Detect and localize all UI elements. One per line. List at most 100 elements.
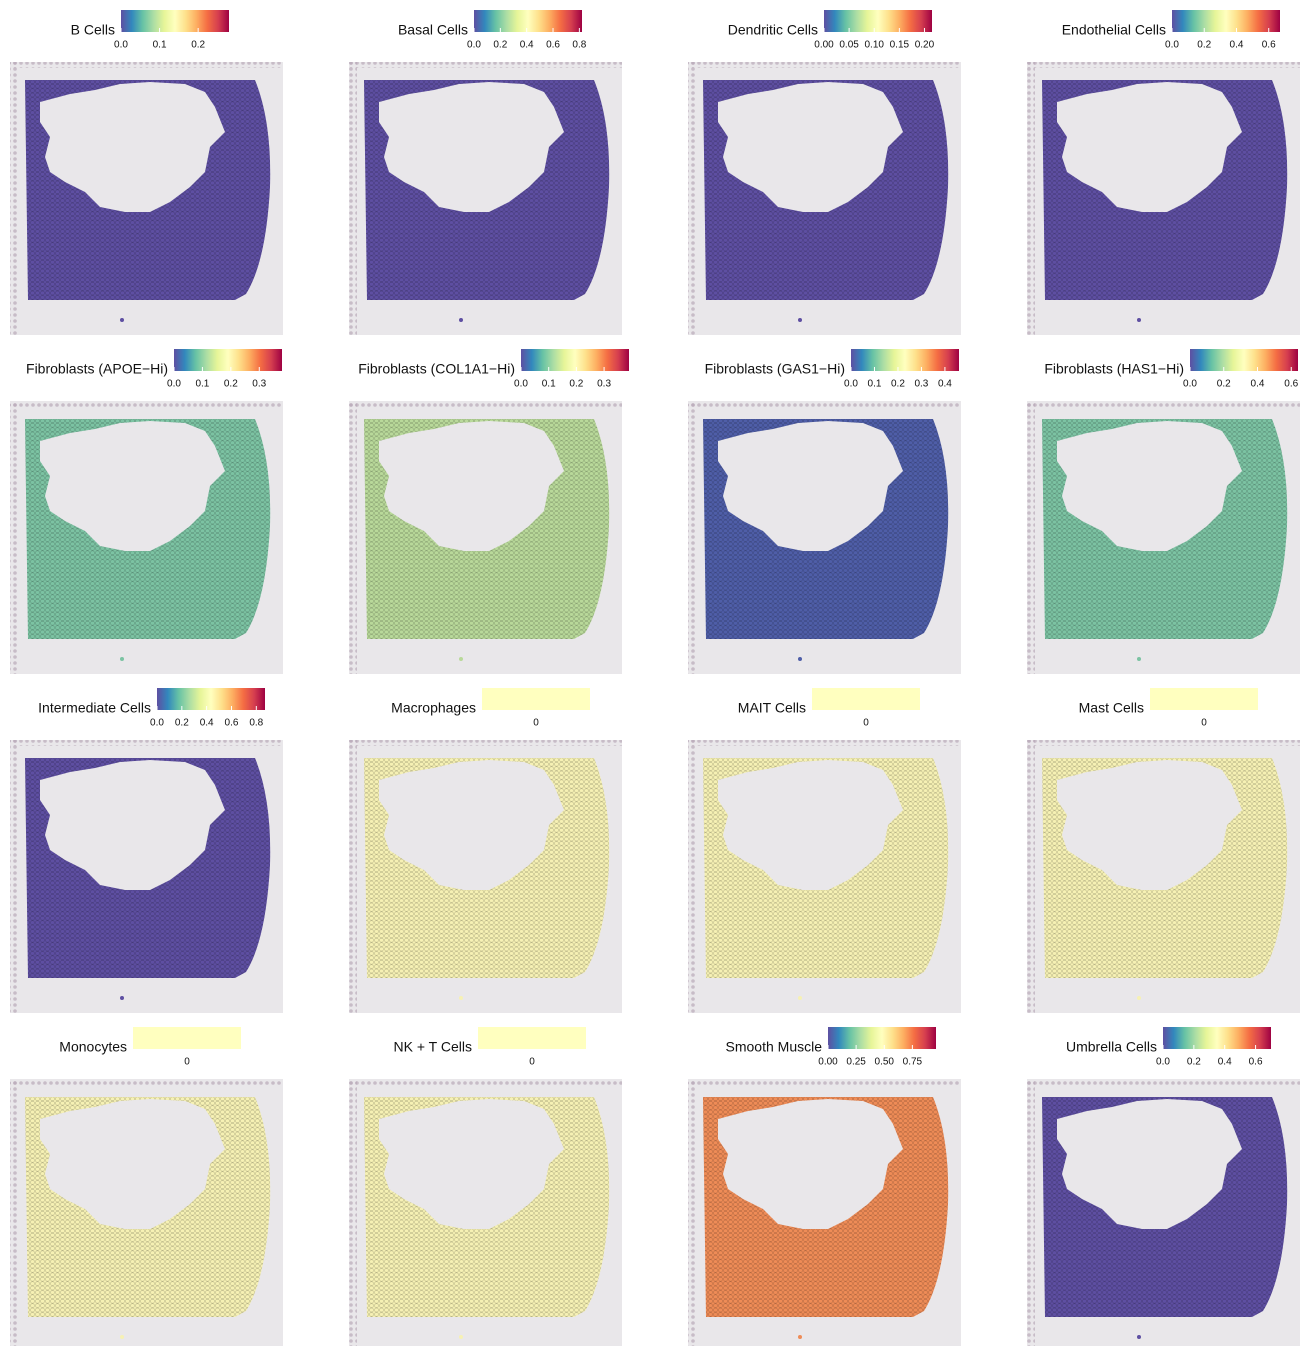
panel: Mast Cells 0 (1027, 688, 1300, 1013)
colorbar (824, 10, 932, 32)
slide-edge (1027, 1079, 1035, 1346)
panel: NK + T Cells 0 (349, 1027, 622, 1346)
colorbar-tick-label: 0.1 (153, 40, 167, 51)
colorbar (474, 10, 582, 32)
colorbar-tick-label: 0.4 (1218, 1057, 1232, 1068)
slide-edge (10, 1079, 283, 1085)
panel: Fibroblasts (APOE−Hi) 0.0 0.1 0.2 0.3 (10, 349, 283, 674)
stray-spot (459, 657, 463, 661)
stray-spot (1137, 318, 1141, 322)
colorbar-tick-label: 0.4 (1230, 40, 1244, 51)
slide-edge (688, 401, 696, 674)
colorbar (812, 688, 920, 710)
colorbar (521, 349, 629, 371)
colorbar (1163, 1027, 1271, 1049)
slide-edge (10, 62, 283, 68)
spot-map (364, 758, 610, 1000)
colorbar (1190, 349, 1298, 371)
colorbar (482, 688, 590, 710)
colorbar-tick-label: 0.00 (818, 1057, 838, 1068)
spot-grid (25, 419, 271, 639)
slide-edge (349, 740, 357, 1013)
slide-edge (349, 740, 622, 746)
panel-title: Fibroblasts (COL1A1−Hi) (358, 361, 515, 377)
panel-title: Smooth Muscle (726, 1039, 823, 1055)
colorbar (851, 349, 959, 371)
slide-edge (349, 62, 622, 68)
panel-title: B Cells (71, 22, 115, 38)
colorbar-tick-label: 0.2 (1217, 379, 1231, 390)
stray-spot (120, 318, 124, 322)
panel: Fibroblasts (GAS1−Hi) 0.0 0.1 0.2 0.3 0.4 (688, 349, 961, 674)
colorbar-tick-label: 0 (533, 718, 539, 729)
panel: MAIT Cells 0 (688, 688, 961, 1013)
colorbar-tick-label: 0.4 (1251, 379, 1265, 390)
colorbar-tick-label: 0.0 (1156, 1057, 1170, 1068)
colorbar-tick-label: 0.00 (814, 40, 834, 51)
slide-edge (1027, 740, 1300, 746)
spot-grid (1042, 1097, 1288, 1317)
spot-map (364, 419, 610, 661)
stray-spot (1137, 657, 1141, 661)
panel-title: Umbrella Cells (1066, 1039, 1157, 1055)
colorbar-tick-label: 0.15 (890, 40, 910, 51)
colorbar-tick-label: 0.0 (514, 379, 528, 390)
panel: Macrophages 0 (349, 688, 622, 1013)
colorbar-tick-label: 0.0 (150, 718, 164, 729)
slide-edge (10, 1079, 18, 1346)
stray-spot (459, 318, 463, 322)
slide-edge (349, 401, 622, 407)
colorbar-tick-label: 0.6 (1284, 379, 1298, 390)
colorbar-tick-label: 0.6 (1249, 1057, 1263, 1068)
colorbar-tick-label: 0 (863, 718, 869, 729)
colorbar-tick-label: 0.0 (1165, 40, 1179, 51)
stray-spot (798, 657, 802, 661)
spot-map (703, 758, 949, 1000)
panel-title: MAIT Cells (738, 700, 806, 716)
slide-edge (1027, 401, 1300, 407)
spot-grid (703, 80, 949, 300)
stray-spot (120, 657, 124, 661)
panel-title: Fibroblasts (GAS1−Hi) (705, 361, 845, 377)
colorbar (174, 349, 282, 371)
slide-edge (349, 62, 357, 335)
spot-map (1042, 80, 1288, 322)
colorbar-tick-label: 0.50 (875, 1057, 895, 1068)
slide-edge (10, 62, 18, 335)
colorbar-tick-label: 0.3 (914, 379, 928, 390)
colorbar (133, 1027, 241, 1049)
slide-edge (349, 1079, 357, 1346)
stray-spot (459, 996, 463, 1000)
panel-title: Intermediate Cells (38, 700, 151, 716)
stray-spot (120, 1335, 124, 1339)
slide-edge (10, 740, 283, 746)
slide-edge (688, 1079, 961, 1085)
panel-title: Fibroblasts (HAS1−Hi) (1044, 361, 1184, 377)
spot-grid (703, 1097, 949, 1317)
colorbar-tick-label: 0.2 (191, 40, 205, 51)
slide-edge (688, 62, 696, 335)
slide-edge (1027, 401, 1035, 674)
slide-edge (10, 401, 283, 407)
colorbar-tick-label: 0.1 (542, 379, 556, 390)
spot-map (25, 1097, 271, 1339)
slide-edge (688, 1079, 696, 1346)
spot-grid (1042, 419, 1288, 639)
spot-map (1042, 758, 1288, 1000)
colorbar-tick-label: 0.2 (493, 40, 507, 51)
slide-edge (688, 740, 961, 746)
slide-edge (1027, 62, 1300, 68)
panel: Dendritic Cells 0.00 0.05 0.10 0.15 0.20 (688, 10, 961, 335)
stray-spot (1137, 996, 1141, 1000)
stray-spot (1137, 1335, 1141, 1339)
colorbar-tick-label: 0.4 (520, 40, 534, 51)
stray-spot (459, 1335, 463, 1339)
spot-grid (1042, 758, 1288, 978)
panel: Smooth Muscle 0.00 0.25 0.50 0.75 (688, 1027, 961, 1346)
spot-map (364, 80, 610, 322)
slide-edge (349, 1079, 622, 1085)
colorbar-tick-label: 0.3 (597, 379, 611, 390)
colorbar-tick-label: 0.0 (467, 40, 481, 51)
colorbar-tick-label: 0.05 (839, 40, 859, 51)
